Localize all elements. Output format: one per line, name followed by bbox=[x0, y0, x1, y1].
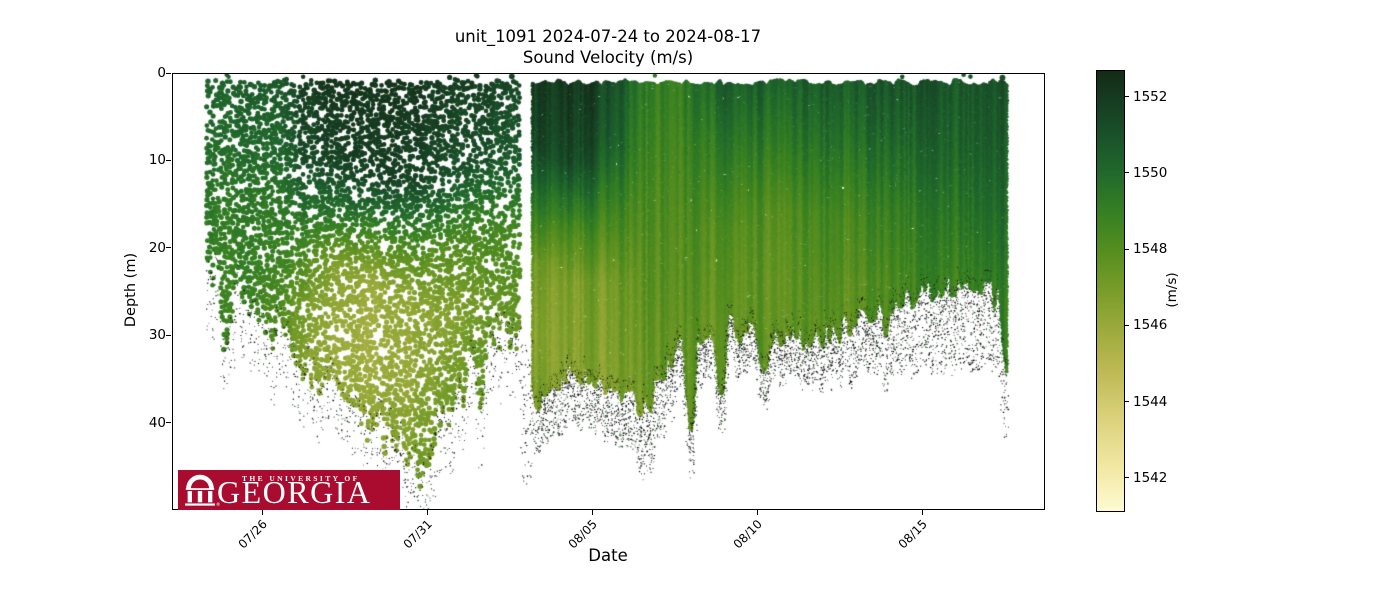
colorbar-tick-label: 1548 bbox=[1133, 241, 1168, 258]
x-tick-mark bbox=[756, 510, 758, 515]
scatter-plot-canvas bbox=[172, 73, 1045, 510]
x-tick-mark bbox=[426, 510, 428, 515]
chart-title: unit_1091 2024-07-24 to 2024-08-17 Sound… bbox=[308, 26, 908, 68]
logo-registered-mark: ® bbox=[216, 503, 221, 508]
uga-arch-icon bbox=[185, 474, 215, 506]
colorbar-tick-mark bbox=[1124, 248, 1129, 250]
colorbar-tick-mark bbox=[1124, 477, 1129, 479]
university-of-georgia-logo: THE UNIVERSITY OF GEORGIA ® bbox=[178, 470, 400, 510]
x-tick-mark bbox=[921, 510, 923, 515]
x-tick-label: 07/31 bbox=[400, 517, 435, 552]
x-tick-label: 08/10 bbox=[730, 517, 765, 552]
colorbar-tick-label: 1544 bbox=[1133, 393, 1168, 410]
y-tick-mark bbox=[166, 247, 171, 249]
colorbar-label: (m/s) bbox=[1164, 272, 1180, 308]
logo-text-georgia: GEORGIA bbox=[217, 474, 372, 510]
y-tick-mark bbox=[166, 159, 171, 161]
colorbar-tick-label: 1542 bbox=[1133, 469, 1168, 486]
y-tick-mark bbox=[166, 72, 171, 74]
y-tick-label: 10 bbox=[148, 152, 166, 169]
chart-title-line2: Sound Velocity (m/s) bbox=[522, 48, 694, 67]
y-tick-label: 30 bbox=[148, 327, 166, 344]
y-tick-label: 40 bbox=[148, 414, 166, 431]
colorbar-tick-mark bbox=[1124, 96, 1129, 98]
colorbar-tick-label: 1546 bbox=[1133, 317, 1168, 334]
y-tick-label: 0 bbox=[157, 65, 166, 81]
colorbar-tick-mark bbox=[1124, 172, 1129, 174]
x-tick-mark bbox=[261, 510, 263, 515]
colorbar-tick-label: 1550 bbox=[1133, 164, 1168, 181]
x-tick-mark bbox=[591, 510, 593, 515]
chart-title-line1: unit_1091 2024-07-24 to 2024-08-17 bbox=[454, 27, 762, 46]
x-tick-label: 07/26 bbox=[235, 517, 270, 552]
x-axis-label: Date bbox=[588, 546, 628, 565]
y-tick-mark bbox=[166, 422, 171, 424]
y-tick-mark bbox=[166, 334, 171, 336]
x-tick-label: 08/15 bbox=[895, 517, 930, 552]
y-tick-label: 20 bbox=[148, 239, 166, 256]
colorbar-tick-mark bbox=[1124, 401, 1129, 402]
colorbar-tick-label: 1552 bbox=[1133, 88, 1168, 105]
colorbar-tick-mark bbox=[1124, 324, 1129, 326]
colorbar bbox=[1096, 70, 1125, 512]
logo-text-university-of: THE UNIVERSITY OF bbox=[242, 474, 360, 483]
